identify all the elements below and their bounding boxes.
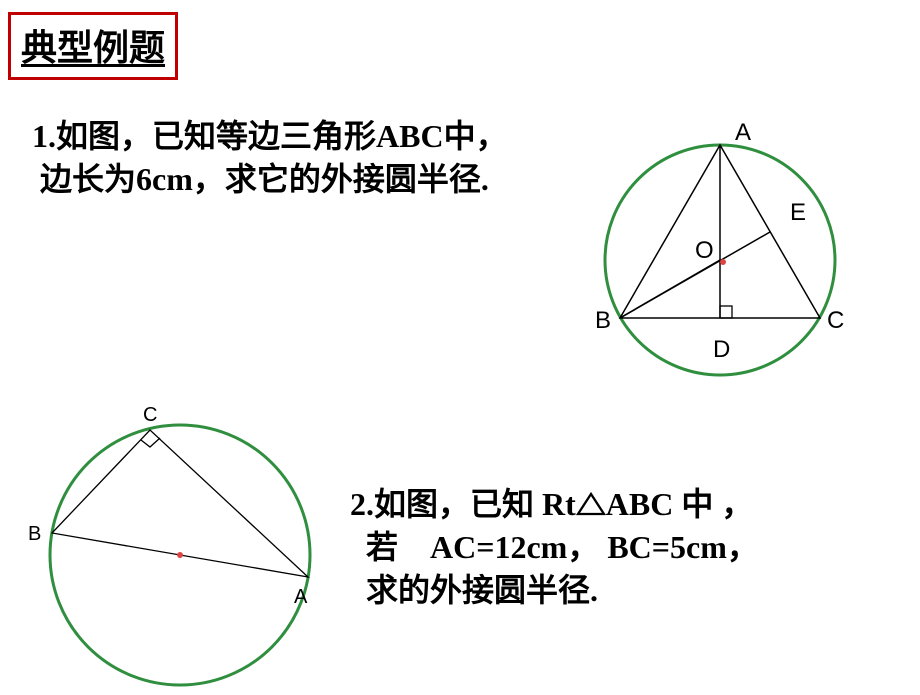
diagram-1: A B C D E O bbox=[565, 110, 875, 390]
label-b-1: B bbox=[595, 307, 611, 334]
label-a-1: A bbox=[735, 119, 751, 146]
problem-2-line1a: 2.如图，已知 Rt bbox=[350, 486, 576, 522]
label-a-2: A bbox=[294, 586, 308, 608]
label-c-2: C bbox=[143, 405, 157, 426]
label-b-2: B bbox=[28, 523, 41, 545]
problem-2-text: 2.如图，已知 Rt ABC 中 ， 若 AC=12cm， BC=5cm， 求的外… bbox=[350, 483, 890, 613]
triangle-symbol-icon bbox=[576, 492, 606, 516]
right-angle-marker-2 bbox=[141, 438, 160, 447]
right-angle-marker-1 bbox=[720, 306, 732, 318]
center-dot-2 bbox=[177, 552, 183, 558]
label-c-1: C bbox=[827, 307, 844, 334]
problem-1-line1: 1.如图，已知等边三角形ABC中， bbox=[32, 118, 508, 154]
diagram-2: B C A bbox=[10, 405, 340, 695]
problem-2-line1b: ABC 中 ， bbox=[606, 486, 754, 522]
problem-2-line3: 求的外接圆半径. bbox=[366, 572, 598, 608]
problem-1-line2: 边长为6cm，求它的外接圆半径. bbox=[40, 161, 489, 197]
label-e-1: E bbox=[790, 199, 806, 226]
problem-2-line2: 若 AC=12cm， BC=5cm， bbox=[366, 529, 759, 565]
label-o-1: O bbox=[695, 237, 714, 264]
label-d-1: D bbox=[713, 336, 730, 363]
center-dot-1 bbox=[720, 259, 726, 265]
header-box: 典型例题 bbox=[8, 12, 178, 80]
header-title: 典型例题 bbox=[21, 28, 165, 68]
problem-1-text: 1.如图，已知等边三角形ABC中， 边长为6cm，求它的外接圆半径. bbox=[32, 115, 508, 201]
